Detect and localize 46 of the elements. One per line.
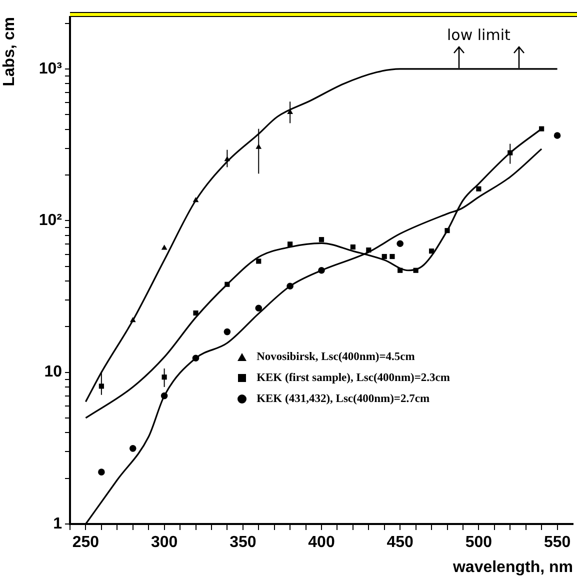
legend-label: KEK (431,432), Lsc(400nm)=2.7cm xyxy=(256,392,430,405)
point xyxy=(161,244,168,250)
point xyxy=(224,282,230,287)
y-tick-label: 10² xyxy=(38,212,62,230)
point xyxy=(396,240,404,248)
point xyxy=(255,304,262,312)
point xyxy=(192,354,200,362)
point xyxy=(288,242,293,247)
point xyxy=(129,445,136,452)
x-tick-label: 350 xyxy=(230,534,256,552)
point xyxy=(382,254,387,260)
x-tick-label: 550 xyxy=(544,534,571,552)
legend-label: Novosibirsk, Lsc(400nm)=4.5cm xyxy=(256,350,415,363)
annotation: low limit xyxy=(446,26,510,44)
point xyxy=(256,258,262,264)
point xyxy=(398,268,403,273)
point xyxy=(318,237,324,242)
x-tick-label: 400 xyxy=(308,534,335,552)
y-tick-label: 1 xyxy=(53,515,62,532)
point xyxy=(350,244,356,250)
x-tick-label: 250 xyxy=(72,534,100,552)
point xyxy=(476,186,482,192)
point xyxy=(224,328,231,336)
point xyxy=(390,254,395,260)
point xyxy=(130,316,136,322)
point xyxy=(444,228,450,234)
point xyxy=(366,247,372,253)
point xyxy=(286,282,294,290)
y-axis-title: Labs, cm xyxy=(1,17,18,86)
legend-label: KEK (first sample), Lsc(400nm)=2.3cm xyxy=(256,372,450,384)
point xyxy=(318,266,325,274)
x-tick-label: 300 xyxy=(150,534,178,552)
point xyxy=(428,248,434,254)
y-tick-label: 10 xyxy=(44,364,62,381)
point xyxy=(413,268,418,273)
x-axis-title: wavelength, nm xyxy=(452,558,573,576)
line-series xyxy=(84,68,558,403)
point xyxy=(160,392,168,400)
point xyxy=(554,132,561,139)
point xyxy=(539,126,544,132)
point xyxy=(98,468,105,476)
point xyxy=(193,310,198,316)
x-tick-label: 450 xyxy=(386,534,414,552)
point xyxy=(192,196,199,202)
x-tick-label: 500 xyxy=(465,534,492,552)
y-tick-label: 10³ xyxy=(38,60,62,78)
